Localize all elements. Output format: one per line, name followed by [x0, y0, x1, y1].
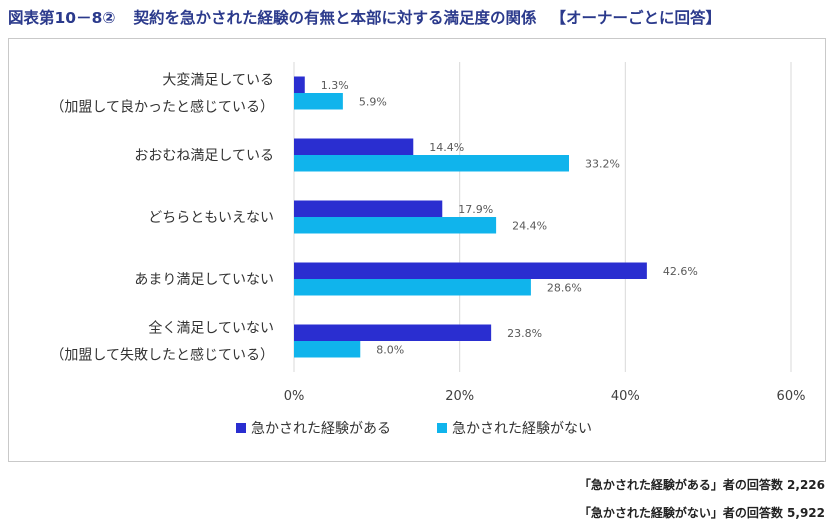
bar-with-experience [294, 324, 492, 341]
legend-label: 急かされた経験がない [452, 421, 592, 437]
data-label: 5.9% [359, 95, 387, 108]
data-label: 28.6% [547, 281, 582, 294]
chart-title: 図表第10－8② 契約を急かされた経験の有無と本部に対する満足度の関係 【オーナーご… [8, 6, 721, 28]
figure-subtitle: 【オーナーごとに回答】 [550, 9, 722, 27]
figure-number: 図表第10－8② [8, 9, 116, 27]
data-label: 42.6% [663, 265, 698, 278]
x-tick-label: 20% [445, 389, 474, 404]
bar-with-experience [294, 200, 443, 217]
bar-without-experience [294, 155, 570, 172]
data-label: 33.2% [585, 157, 620, 170]
legend-label: 急かされた経験がある [251, 421, 391, 437]
category-label: どちらともいえない [148, 210, 274, 226]
bar-without-experience [294, 93, 343, 110]
x-tick-label: 60% [777, 389, 806, 404]
category-label: あまり満足していない [134, 272, 274, 288]
bar-with-experience [294, 76, 305, 93]
chart-frame [8, 38, 826, 462]
category-label: （加盟して良かったと感じている） [50, 99, 274, 116]
category-label: 大変満足している [162, 72, 274, 89]
bar-without-experience [294, 279, 531, 296]
data-label: 24.4% [512, 219, 547, 232]
x-tick-label: 0% [284, 389, 305, 404]
respondents-note-without-experience: 「急かされた経験がない」者の回答数 5,922 [578, 506, 825, 520]
legend-swatch-without-experience [437, 423, 447, 433]
respondents-note-with-experience: 「急かされた経験がある」者の回答数 2,226 [578, 478, 825, 492]
data-label: 1.3% [321, 79, 349, 92]
category-label: おおむね満足している [134, 148, 274, 164]
category-label: （加盟して失敗したと感じている） [50, 347, 274, 364]
data-label: 23.8% [507, 327, 542, 340]
bar-with-experience [294, 262, 647, 279]
bar-without-experience [294, 341, 361, 358]
data-label: 17.9% [458, 203, 493, 216]
figure-main-title: 契約を急かされた経験の有無と本部に対する満足度の関係 [133, 9, 537, 27]
x-tick-label: 40% [611, 389, 640, 404]
legend-swatch-with-experience [236, 423, 246, 433]
bar-without-experience [294, 217, 497, 234]
data-label: 8.0% [376, 343, 404, 356]
category-label: 全く満足していない [148, 320, 274, 337]
bar-with-experience [294, 138, 414, 155]
data-label: 14.4% [429, 141, 464, 154]
